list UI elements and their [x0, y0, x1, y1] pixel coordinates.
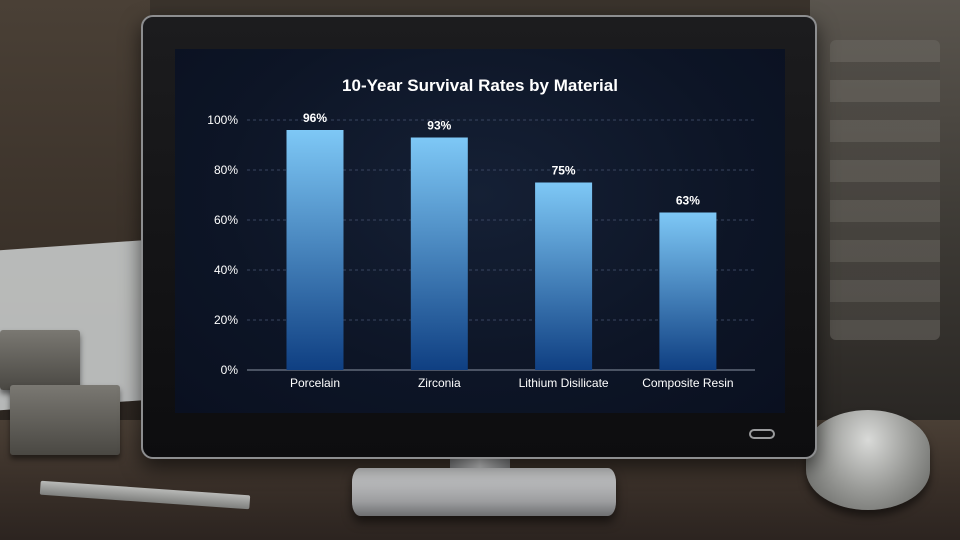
bar-zirconia — [410, 137, 468, 370]
y-tick-label: 80% — [214, 163, 238, 177]
bar-composite-resin — [659, 212, 717, 370]
data-label: 63% — [676, 194, 700, 208]
metal-block — [10, 385, 120, 455]
y-tick-label: 60% — [214, 213, 238, 227]
y-tick-label: 0% — [221, 363, 239, 377]
power-button[interactable] — [749, 429, 775, 439]
bar-lithium-disilicate — [535, 182, 593, 370]
y-tick-label: 40% — [214, 263, 238, 277]
x-tick-label: Zirconia — [418, 376, 461, 390]
data-label: 96% — [303, 111, 327, 125]
background-machine-detail — [830, 40, 940, 340]
data-label: 75% — [552, 164, 576, 178]
metal-flange-part — [806, 410, 930, 510]
monitor-stand-base — [352, 468, 616, 516]
chart-title: 10-Year Survival Rates by Material — [342, 76, 618, 95]
bar-porcelain — [286, 130, 344, 370]
y-tick-label: 20% — [214, 313, 238, 327]
data-label: 93% — [427, 119, 451, 133]
bar-chart: 0% 20% 40% 60% 80% 100% 96% Porcelain 93% Zirconi… — [207, 111, 755, 390]
x-tick-label: Composite Resin — [642, 376, 733, 390]
x-tick-label: Lithium Disilicate — [519, 376, 609, 390]
x-tick-label: Porcelain — [290, 376, 340, 390]
monitor-screen: 10-Year Survival Rates by Material 0% 20%… — [175, 49, 785, 413]
metal-block — [0, 330, 80, 390]
y-tick-label: 100% — [207, 113, 238, 127]
